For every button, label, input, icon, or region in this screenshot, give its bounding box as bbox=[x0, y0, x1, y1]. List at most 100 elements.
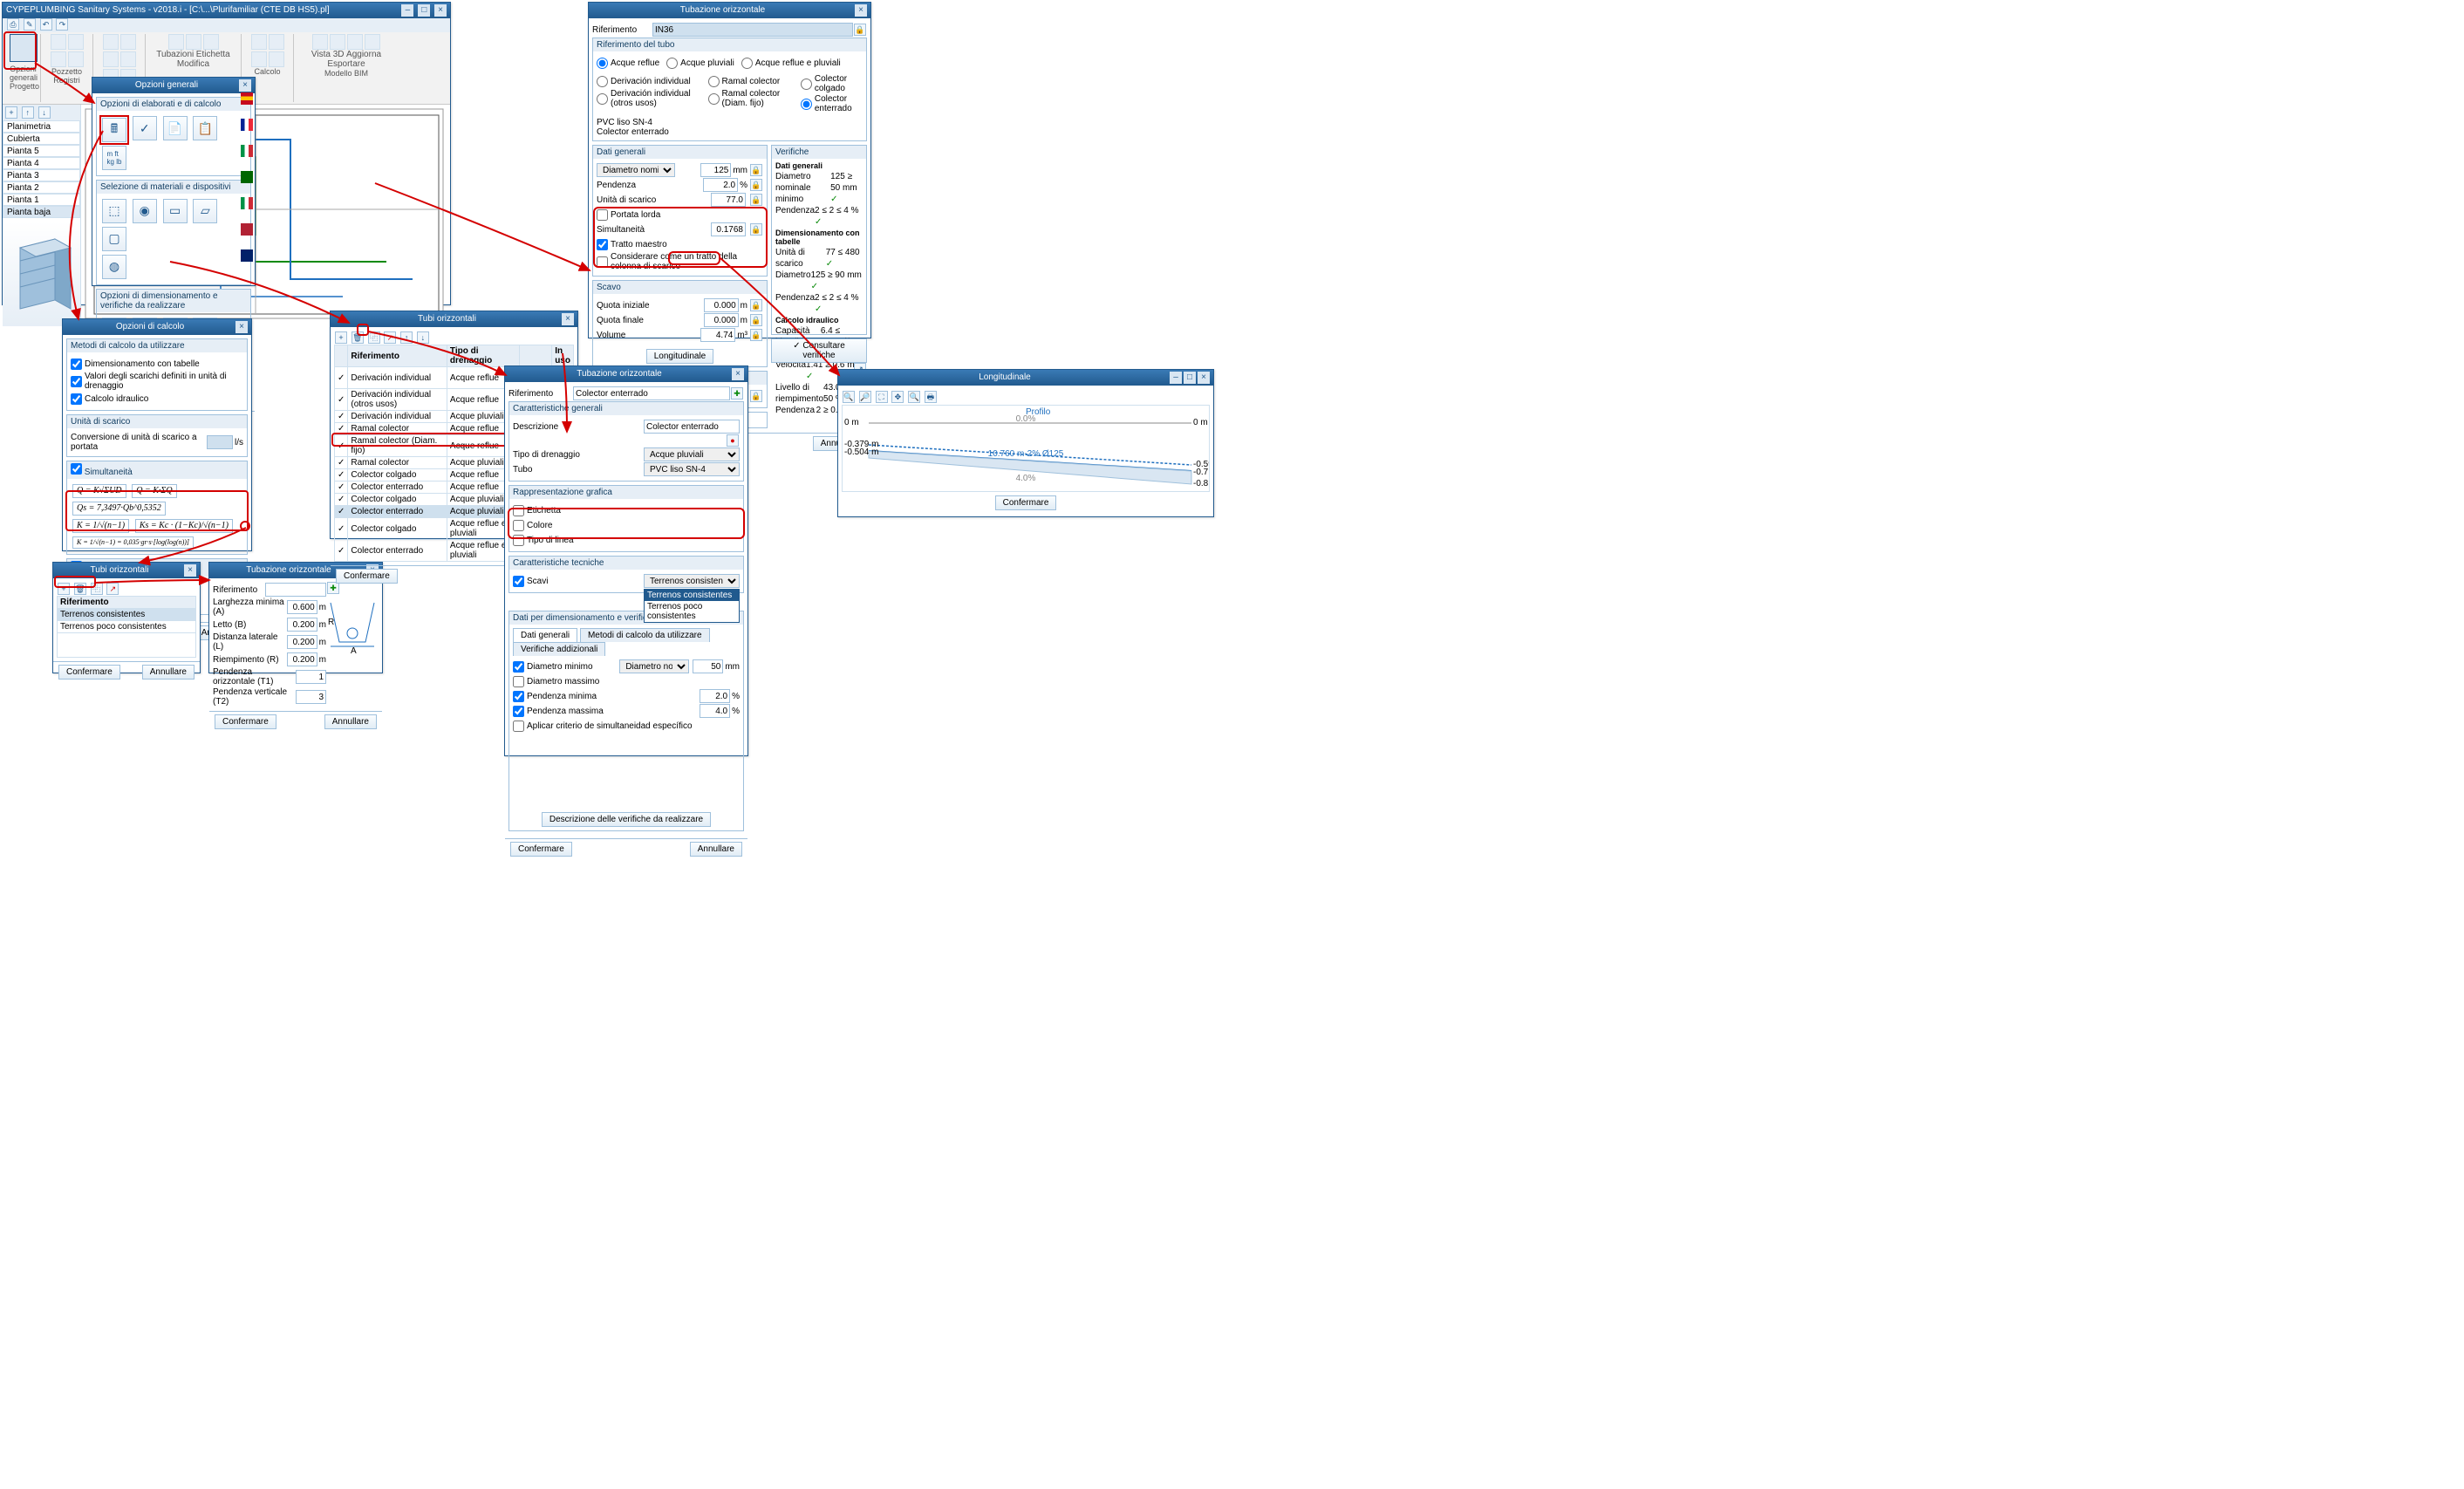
dim-select[interactable]: Diametro nominale bbox=[619, 659, 689, 673]
confirm-button[interactable]: Confermare bbox=[215, 714, 276, 729]
metodo-check[interactable] bbox=[71, 376, 82, 387]
dati-check[interactable] bbox=[597, 239, 608, 250]
minimize-icon[interactable]: – bbox=[401, 4, 413, 17]
zoom-icon[interactable]: 🔍 bbox=[843, 391, 855, 403]
val-input[interactable] bbox=[703, 178, 738, 192]
qa-icon[interactable]: ✎ bbox=[24, 18, 36, 31]
ri[interactable] bbox=[269, 34, 284, 50]
confirm-button[interactable]: Confermare bbox=[995, 495, 1057, 510]
lock-icon[interactable]: 🔒 bbox=[750, 164, 762, 176]
flag-pt-icon[interactable] bbox=[241, 171, 253, 183]
ri[interactable] bbox=[120, 51, 136, 67]
close-icon[interactable]: × bbox=[562, 313, 574, 325]
ok-icon[interactable]: ✚ bbox=[731, 387, 743, 400]
pan-icon[interactable]: ✥ bbox=[891, 391, 904, 403]
floor-tool-icon[interactable]: ↓ bbox=[38, 106, 51, 119]
icon[interactable]: ✓ bbox=[133, 116, 157, 140]
val-input[interactable] bbox=[693, 659, 723, 673]
icon[interactable]: m ftkg lb bbox=[102, 146, 126, 170]
icon[interactable]: ▱ bbox=[193, 199, 217, 223]
flag-uk-icon[interactable] bbox=[241, 249, 253, 262]
tab-metodi[interactable]: Metodi di calcolo da utilizzare bbox=[580, 628, 710, 642]
scavi-check[interactable] bbox=[513, 576, 524, 587]
del-icon[interactable]: 🗑 bbox=[352, 331, 364, 344]
val-input[interactable] bbox=[704, 298, 739, 312]
dati-check[interactable] bbox=[597, 209, 608, 221]
ri[interactable] bbox=[251, 34, 267, 50]
lock-icon[interactable]: 🔒 bbox=[750, 314, 762, 326]
ri[interactable] bbox=[68, 34, 84, 50]
qa-icon[interactable]: ↶ bbox=[40, 18, 52, 31]
val-input[interactable] bbox=[287, 600, 317, 614]
maximize-icon[interactable]: □ bbox=[418, 4, 430, 17]
icon[interactable]: 📄 bbox=[163, 116, 188, 140]
dati-select[interactable]: Diametro nominale bbox=[597, 163, 675, 177]
metodo-check[interactable] bbox=[71, 393, 82, 405]
help-icon[interactable]: ● bbox=[727, 434, 739, 447]
ri[interactable] bbox=[120, 34, 136, 50]
print-icon[interactable]: 🖶 bbox=[925, 391, 937, 403]
close-icon[interactable]: × bbox=[732, 368, 744, 380]
longitudinale-button[interactable]: Longitudinale bbox=[646, 349, 714, 364]
lock-icon[interactable]: 🔒 bbox=[750, 179, 762, 191]
val-input[interactable] bbox=[700, 163, 731, 177]
val-input[interactable] bbox=[287, 652, 317, 666]
floor-item[interactable]: Pianta 2 bbox=[3, 181, 80, 194]
ri[interactable] bbox=[365, 34, 380, 50]
dim-check[interactable] bbox=[513, 661, 524, 673]
icon[interactable]: ▢ bbox=[102, 227, 126, 251]
ri[interactable] bbox=[269, 51, 284, 67]
simul-check[interactable] bbox=[71, 463, 82, 475]
add-icon[interactable]: + bbox=[335, 331, 347, 344]
type-radio[interactable] bbox=[801, 79, 812, 90]
lock-icon[interactable]: 🔒 bbox=[750, 194, 762, 206]
ri[interactable] bbox=[203, 34, 219, 50]
flag-es-icon[interactable] bbox=[241, 92, 253, 105]
val-input[interactable] bbox=[296, 690, 326, 704]
copy-icon[interactable]: ⿻ bbox=[91, 583, 103, 595]
type-radio[interactable] bbox=[801, 99, 812, 110]
opzioni-generali-button[interactable] bbox=[10, 34, 38, 62]
floor-item[interactable]: Pianta 3 bbox=[3, 169, 80, 181]
tab-verifiche[interactable]: Verifiche addizionali bbox=[513, 642, 605, 656]
close-icon[interactable]: × bbox=[235, 321, 248, 333]
tab-dati[interactable]: Dati generali bbox=[513, 628, 577, 642]
val-input[interactable] bbox=[711, 222, 746, 236]
drain-radio[interactable] bbox=[741, 58, 753, 69]
scavi-select[interactable]: Terrenos consistentes bbox=[644, 574, 740, 588]
minimize-icon[interactable]: – bbox=[1170, 372, 1182, 384]
rap-check[interactable] bbox=[513, 520, 524, 531]
ri[interactable] bbox=[103, 34, 119, 50]
zoom-icon[interactable]: 🔎 bbox=[859, 391, 871, 403]
floor-tool-icon[interactable]: ↑ bbox=[22, 106, 34, 119]
export-icon[interactable]: ↗ bbox=[106, 583, 119, 595]
rap-check[interactable] bbox=[513, 505, 524, 516]
down-icon[interactable]: ↓ bbox=[417, 331, 429, 344]
cancel-button[interactable]: Annullare bbox=[142, 665, 195, 680]
qa-icon[interactable]: ⎙ bbox=[7, 18, 19, 31]
floor-tool-icon[interactable]: + bbox=[5, 106, 17, 119]
icon[interactable]: ◍ bbox=[102, 255, 126, 279]
metodo-check[interactable] bbox=[71, 359, 82, 370]
close-icon[interactable]: × bbox=[184, 564, 196, 577]
floor-item[interactable]: Cubierta bbox=[3, 133, 80, 145]
flag-us-icon[interactable] bbox=[241, 223, 253, 236]
copy-icon[interactable]: ⿻ bbox=[368, 331, 380, 344]
ri[interactable] bbox=[68, 51, 84, 67]
confirm-button[interactable]: Confermare bbox=[510, 842, 572, 857]
val-input[interactable] bbox=[700, 328, 735, 342]
ri[interactable] bbox=[168, 34, 184, 50]
add-icon[interactable]: + bbox=[58, 583, 70, 595]
dim-check[interactable] bbox=[513, 721, 524, 732]
cancel-button[interactable]: Annullare bbox=[324, 714, 377, 729]
consultare-button[interactable]: ✓ Consultare verifiche bbox=[771, 338, 867, 363]
close-icon[interactable]: × bbox=[1198, 372, 1210, 384]
lock-icon[interactable]: 🔒 bbox=[750, 329, 762, 341]
lock-icon[interactable]: 🔒 bbox=[750, 223, 762, 236]
lock-icon[interactable]: 🔒 bbox=[854, 24, 866, 36]
up-icon[interactable]: ↑ bbox=[400, 331, 413, 344]
tipo-select[interactable]: Acque pluviali bbox=[644, 447, 740, 461]
floor-item[interactable]: Pianta 1 bbox=[3, 194, 80, 206]
dim-check[interactable] bbox=[513, 706, 524, 717]
ref-input[interactable] bbox=[652, 23, 853, 37]
